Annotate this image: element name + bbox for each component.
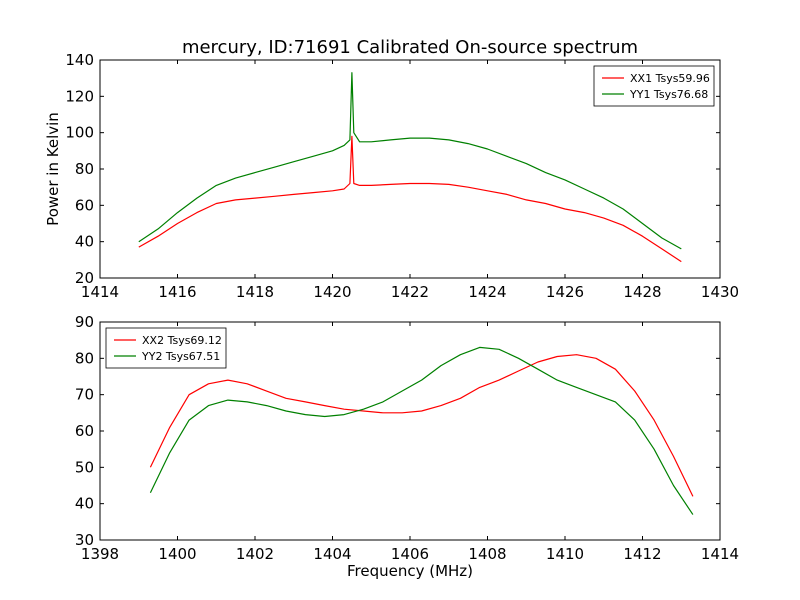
series-line-1-1 bbox=[138, 135, 682, 263]
subplot-1: 1414 1416 1418 1420 1422 1424 1426 1428 1430 20 40… bbox=[44, 51, 739, 301]
y-tick-label: 40 bbox=[75, 233, 94, 251]
x-tick-label: 1406 bbox=[391, 545, 429, 563]
x-tick-label: 1420 bbox=[313, 283, 351, 301]
x-tick-label: 1424 bbox=[468, 283, 506, 301]
y-tick-label: 20 bbox=[75, 269, 94, 287]
x-tick-label: 1398 bbox=[81, 545, 119, 563]
x-tick-label: 1422 bbox=[391, 283, 429, 301]
y-tick-label: 40 bbox=[75, 495, 94, 513]
y-tick-label: 30 bbox=[75, 531, 94, 549]
legend-label: YY1 Tsys76.68 bbox=[629, 88, 708, 101]
plots-group: 1414 1416 1418 1420 1422 1424 1426 1428 1430 20 40… bbox=[44, 51, 739, 563]
series-line-2-2 bbox=[149, 346, 694, 515]
y-tick-label: 90 bbox=[75, 313, 94, 331]
x-tick-label: 1408 bbox=[468, 545, 506, 563]
y-axis-label: Power in Kelvin bbox=[44, 112, 62, 226]
legend-box bbox=[593, 65, 715, 107]
y-tick-label: 120 bbox=[65, 87, 94, 105]
y-tick-label: 100 bbox=[65, 124, 94, 142]
x-tick-label: 1416 bbox=[158, 283, 196, 301]
y-tick-label: 140 bbox=[65, 51, 94, 69]
y-tick-label: 60 bbox=[75, 196, 94, 214]
x-tick-label: 1428 bbox=[623, 283, 661, 301]
x-tick-label: 1410 bbox=[546, 545, 584, 563]
y-tick-label: 80 bbox=[75, 349, 94, 367]
legend-label: XX2 Tsys69.12 bbox=[142, 334, 222, 347]
legend-label: XX1 Tsys59.96 bbox=[630, 72, 710, 85]
y-tick-label: 60 bbox=[75, 422, 94, 440]
subplot-2: 1398 1400 1402 1404 1406 1408 1410 1412 1414 30 40… bbox=[75, 313, 739, 563]
y-tick-label: 50 bbox=[75, 458, 94, 476]
x-tick-label: 1418 bbox=[236, 283, 274, 301]
x-tick-label: 1430 bbox=[701, 283, 739, 301]
x-tick-label: 1402 bbox=[236, 545, 274, 563]
series-line-2-1 bbox=[149, 354, 694, 497]
x-tick-label: 1400 bbox=[158, 545, 196, 563]
y-tick-label: 70 bbox=[75, 386, 94, 404]
legend-label: YY2 Tsys67.51 bbox=[141, 350, 220, 363]
x-tick-label: 1412 bbox=[623, 545, 661, 563]
y-tick-label: 80 bbox=[75, 160, 94, 178]
legend-box bbox=[105, 327, 227, 369]
x-tick-label: 1426 bbox=[546, 283, 584, 301]
x-axis-label: Frequency (MHz) bbox=[347, 562, 473, 580]
x-tick-label: 1414 bbox=[701, 545, 739, 563]
x-tick-label: 1414 bbox=[81, 283, 119, 301]
chart-title: mercury, ID:71691 Calibrated On-source s… bbox=[182, 37, 638, 58]
x-tick-label: 1404 bbox=[313, 545, 351, 563]
series-line-1-2 bbox=[138, 72, 682, 250]
